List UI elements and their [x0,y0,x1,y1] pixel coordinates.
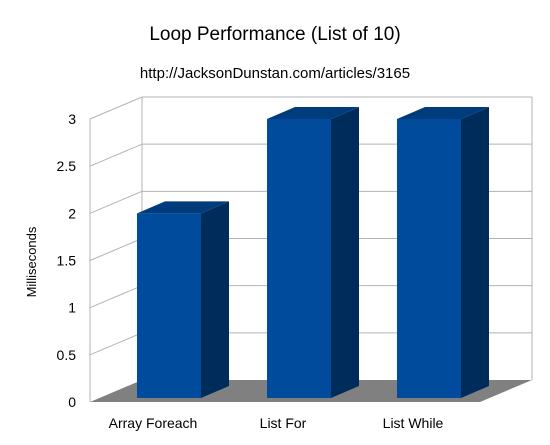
bar-top [137,201,229,214]
y-tick-label: 0.5 [57,347,77,363]
gridline-side [89,285,143,309]
bar-side [331,107,359,398]
gridline-side [89,143,143,167]
gridline-side [89,96,143,120]
y-tick-label: 1.5 [57,253,77,269]
y-axis-label: Milliseconds [24,226,39,297]
x-tick-label: Array Foreach [109,415,198,431]
bar [397,107,489,398]
x-tick-label: List While [383,415,444,431]
gridline-side [89,332,143,356]
bar-top [397,107,489,119]
bar-front [267,119,331,398]
y-tick-label: 2.5 [57,158,77,174]
chart-title: Loop Performance (List of 10) [149,24,400,45]
bar-side [201,201,229,398]
bar-front [397,119,461,398]
gridline-side [89,238,143,261]
y-tick-labels: 0 0.5 1 1.5 2 2.5 3 [57,111,77,410]
x-tick-label: List For [260,415,307,431]
bar [137,201,229,398]
bar-side [461,107,489,398]
bars-layer [137,107,489,398]
bar [267,107,359,398]
bar-front [137,213,201,398]
y-tick-label: 1 [68,300,76,316]
gridline-side [89,190,143,214]
bar-top [267,107,359,119]
chart-subtitle: http://JacksonDunstan.com/articles/3165 [140,65,410,82]
x-tick-labels: Array Foreach List For List While [109,415,444,431]
y-tick-label: 3 [68,111,76,127]
y-tick-label: 2 [68,205,76,221]
y-tick-label: 0 [68,394,76,410]
